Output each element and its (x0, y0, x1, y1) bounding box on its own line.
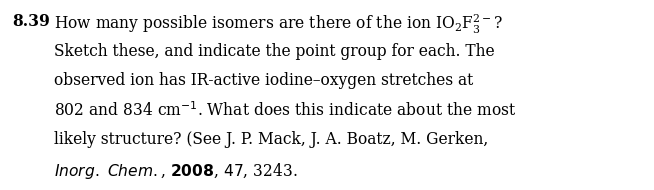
Text: Sketch these, and indicate the point group for each. The: Sketch these, and indicate the point gro… (54, 43, 494, 60)
Text: $\mathit{Inorg.\ Chem.}$, $\mathbf{2008}$, $\mathit{47}$, 3243.: $\mathit{Inorg.\ Chem.}$, $\mathbf{2008}… (54, 161, 298, 180)
Text: 8.39: 8.39 (12, 13, 50, 30)
Text: likely structure? (See J. P. Mack, J. A. Boatz, M. Gerken,: likely structure? (See J. P. Mack, J. A.… (54, 131, 488, 148)
Text: observed ion has IR-active iodine–oxygen stretches at: observed ion has IR-active iodine–oxygen… (54, 72, 473, 89)
Text: How many possible isomers are there of the ion $\mathregular{IO_2F_3^{2-}}$?: How many possible isomers are there of t… (54, 13, 502, 36)
Text: 802 and 834 cm$^{-1}$. What does this indicate about the most: 802 and 834 cm$^{-1}$. What does this in… (54, 102, 516, 120)
